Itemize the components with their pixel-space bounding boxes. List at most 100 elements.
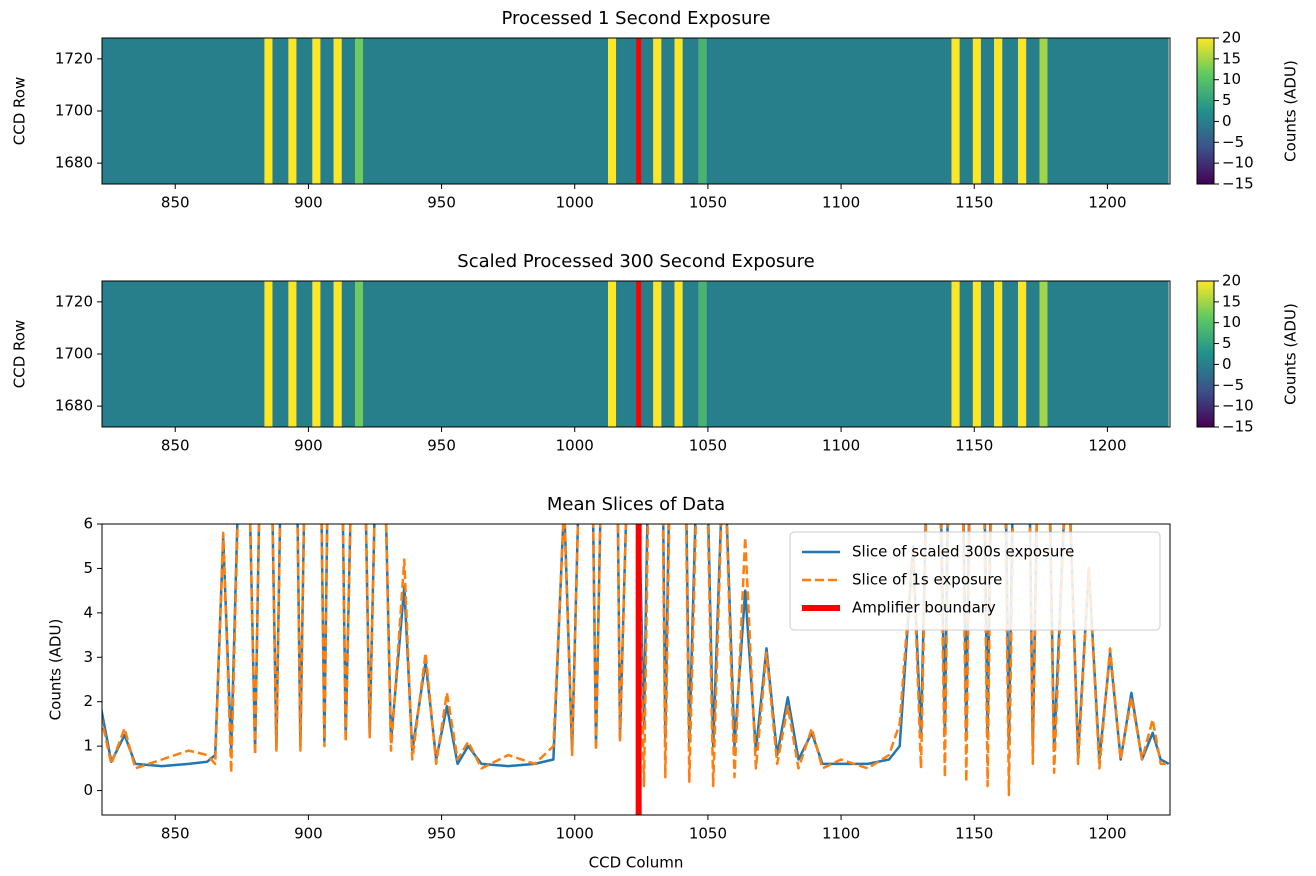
colorbar-tick-label: −15 (1222, 175, 1254, 193)
heatmap-column (1047, 281, 1169, 427)
x-tick-label: 1150 (955, 437, 993, 455)
heatmap-column (1002, 38, 1019, 184)
plot-area (102, 524, 1170, 815)
x-tick-label: 850 (161, 194, 190, 212)
heatmap-column (333, 281, 342, 427)
y-tick-label: 1700 (55, 102, 93, 120)
plot-area (102, 281, 1169, 427)
subplot-title: Processed 1 Second Exposure (502, 8, 771, 29)
legend-box (789, 531, 1161, 631)
y-tick-label: 1700 (55, 345, 93, 363)
heatmap-column (312, 38, 321, 184)
x-tick-label: 1000 (556, 437, 594, 455)
heatmap-column (288, 38, 297, 184)
heatmap-column (1039, 281, 1048, 427)
heatmap-column (363, 38, 609, 184)
x-tick-label: 850 (161, 437, 190, 455)
heatmap-column (682, 38, 699, 184)
colorbar (1196, 37, 1215, 185)
colorbar-tick-label: 10 (1222, 313, 1241, 331)
heatmap-column (363, 281, 609, 427)
heatmap-column (994, 281, 1003, 427)
legend-label: Slice of 1s exposure (852, 571, 1002, 589)
heatmap-column (706, 38, 952, 184)
x-tick-label: 1100 (822, 437, 860, 455)
colorbar-tick-label: 0 (1222, 355, 1232, 373)
colorbar-tick-label: −10 (1222, 397, 1254, 415)
x-tick-label: 900 (294, 194, 323, 212)
heatmap-column (653, 38, 662, 184)
heatmap-column (682, 281, 699, 427)
colorbar-tick-label: 20 (1222, 29, 1241, 47)
x-tick-label: 1200 (1088, 825, 1126, 843)
x-tick-label: 1050 (689, 437, 727, 455)
x-tick-label: 1200 (1088, 437, 1126, 455)
subplot: Mean Slices of Data Slice of scaled 300s … (47, 494, 1171, 872)
y-axis-label: CCD Row (11, 320, 29, 388)
heatmap-column (102, 281, 265, 427)
heatmap-column (1002, 281, 1019, 427)
y-tick-label: 1 (83, 737, 93, 755)
heatmap-column (980, 281, 995, 427)
y-tick-label: 2 (83, 692, 93, 710)
colorbar-tick-label: 0 (1222, 112, 1232, 130)
colorbar (1196, 280, 1215, 428)
heatmap-column (341, 281, 356, 427)
colorbar-tick-label: −10 (1222, 154, 1254, 172)
heatmap-column (951, 281, 960, 427)
x-tick-label: 1050 (689, 825, 727, 843)
heatmap-column (272, 38, 289, 184)
x-tick-label: 1000 (556, 194, 594, 212)
y-tick-label: 6 (83, 515, 93, 533)
y-tick-label: 5 (83, 559, 93, 577)
heatmap-column (706, 281, 952, 427)
colorbar-tick-label: 5 (1222, 91, 1232, 109)
x-tick-label: 1150 (955, 194, 993, 212)
heatmap-column (972, 281, 981, 427)
y-tick-label: 0 (83, 781, 93, 799)
colorbar-tick-label: −5 (1222, 376, 1244, 394)
heatmap-column (698, 281, 707, 427)
heatmap-column (608, 38, 617, 184)
heatmap-column (980, 38, 995, 184)
heatmap-column (698, 38, 707, 184)
heatmap-column (972, 38, 981, 184)
heatmap-column (1018, 38, 1027, 184)
heatmap-column (320, 281, 334, 427)
colorbar-tick-label: 15 (1222, 292, 1241, 310)
heatmap-column (994, 38, 1003, 184)
x-tick-label: 1000 (556, 825, 594, 843)
heatmap-column (661, 281, 675, 427)
heatmap-column (674, 38, 683, 184)
heatmap-column (1026, 281, 1040, 427)
heatmap-column (1018, 281, 1027, 427)
subplot-title: Mean Slices of Data (547, 494, 725, 515)
heatmap-column (312, 281, 321, 427)
heatmap-column (653, 281, 662, 427)
subplot: Processed 1 Second Exposure −15 −10 −5 0 5 10 1… (11, 8, 1300, 212)
heatmap-column (333, 38, 342, 184)
colorbar-tick-label: 20 (1222, 272, 1241, 290)
heatmap-column (1026, 38, 1040, 184)
heatmap-column (1047, 38, 1169, 184)
heatmap-column (341, 38, 356, 184)
x-tick-label: 1100 (822, 825, 860, 843)
plot-area (102, 38, 1169, 184)
legend: Slice of scaled 300s exposure Slice of 1s… (789, 531, 1161, 631)
subplot: Scaled Processed 300 Second Exposure −15 −… (11, 251, 1300, 455)
x-tick-label: 1100 (822, 194, 860, 212)
x-axis-label: CCD Column (589, 854, 684, 872)
colorbar-tick-label: 5 (1222, 334, 1232, 352)
heatmap-column (1039, 38, 1048, 184)
heatmap-column (959, 38, 973, 184)
x-tick-label: 950 (427, 194, 456, 212)
x-tick-label: 1050 (689, 194, 727, 212)
y-tick-label: 1720 (55, 292, 93, 310)
colorbar-label: Counts (ADU) (1282, 303, 1300, 405)
colorbar-label: Counts (ADU) (1282, 60, 1300, 162)
heatmap-column (951, 38, 960, 184)
heatmap-column (608, 281, 617, 427)
heatmap-column (616, 281, 654, 427)
y-tick-label: 1720 (55, 49, 93, 67)
